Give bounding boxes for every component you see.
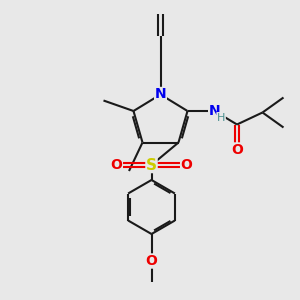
Text: S: S — [146, 158, 157, 172]
Text: O: O — [231, 143, 243, 157]
Text: O: O — [146, 254, 158, 268]
Text: N: N — [155, 88, 166, 101]
Text: O: O — [110, 158, 122, 172]
Text: N: N — [209, 104, 220, 118]
Text: H: H — [217, 112, 225, 123]
Text: O: O — [181, 158, 193, 172]
